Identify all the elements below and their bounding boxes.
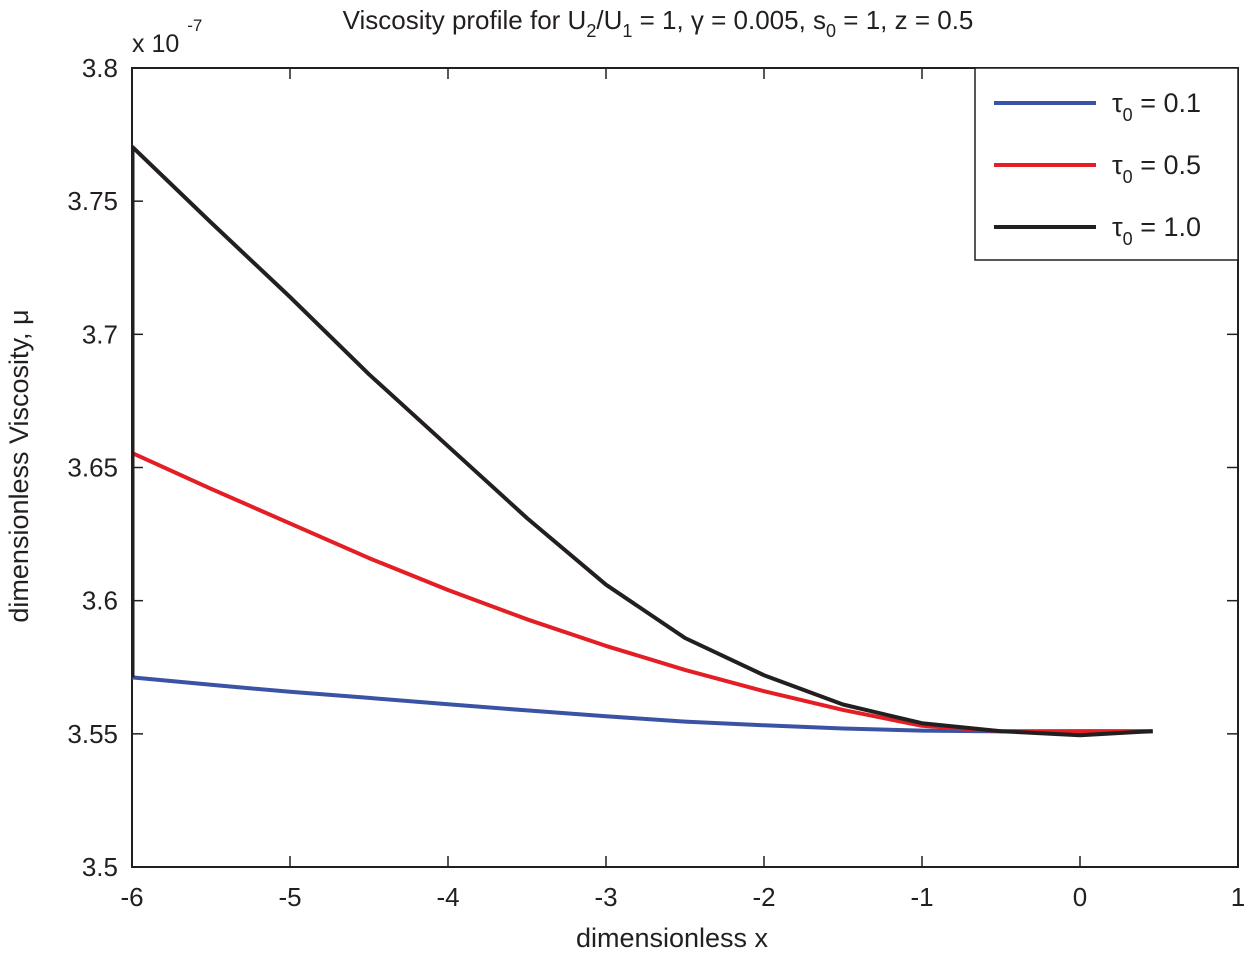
legend-label-3: τ0 = 1.0 — [1112, 212, 1201, 249]
title-sub-1: 2 — [586, 21, 596, 41]
y-multiplier-exp: -7 — [187, 16, 202, 35]
x-tick-label: 1 — [1231, 882, 1245, 912]
x-tick-label: -3 — [594, 882, 617, 912]
legend-label-2: τ0 = 0.5 — [1112, 150, 1201, 187]
y-multiplier-base: x 10 — [132, 30, 179, 58]
legend: τ0 = 0.1 τ0 = 0.5 τ0 = 1.0 — [974, 67, 1239, 261]
y-tick-label: 3.8 — [82, 53, 118, 83]
y-tick-label: 3.55 — [67, 719, 118, 749]
x-tick-label: -4 — [436, 882, 459, 912]
title-sub-2: 1 — [622, 21, 632, 41]
x-axis-label: dimensionless x — [576, 923, 769, 953]
axis-ticks: -6 -5 -4 -3 -2 -1 0 1 3.5 3.55 3.6 3.65 3.7 3.75 3.8 — [67, 53, 1245, 912]
x-tick-label: 0 — [1073, 882, 1087, 912]
y-tick-label: 3.65 — [67, 453, 118, 483]
y-tick-label: 3.5 — [82, 852, 118, 882]
x-tick-label: -1 — [910, 882, 933, 912]
chart-title: Viscosity profile for U2/U1 = 1, γ = 0.0… — [343, 5, 974, 41]
title-main: Viscosity profile for U — [343, 5, 587, 35]
series-line-3 — [130, 145, 1153, 738]
data-series — [130, 145, 1153, 738]
legend-label-1: τ0 = 0.1 — [1112, 88, 1201, 125]
y-axis-label: dimensionless Viscosity, μ — [4, 309, 34, 622]
y-multiplier: x 10 -7 — [132, 16, 202, 58]
y-tick-label: 3.75 — [67, 186, 118, 216]
title-end: = 1, z = 0.5 — [836, 5, 973, 35]
title-sub-3: 0 — [826, 21, 836, 41]
y-tick-label: 3.6 — [82, 586, 118, 616]
x-tick-label: -2 — [752, 882, 775, 912]
title-mid-1: /U — [596, 5, 622, 35]
x-tick-label: -6 — [120, 882, 143, 912]
title-mid-2: = 1, γ = 0.005, s — [632, 5, 826, 35]
x-tick-label: -5 — [278, 882, 301, 912]
y-tick-label: 3.7 — [82, 319, 118, 349]
